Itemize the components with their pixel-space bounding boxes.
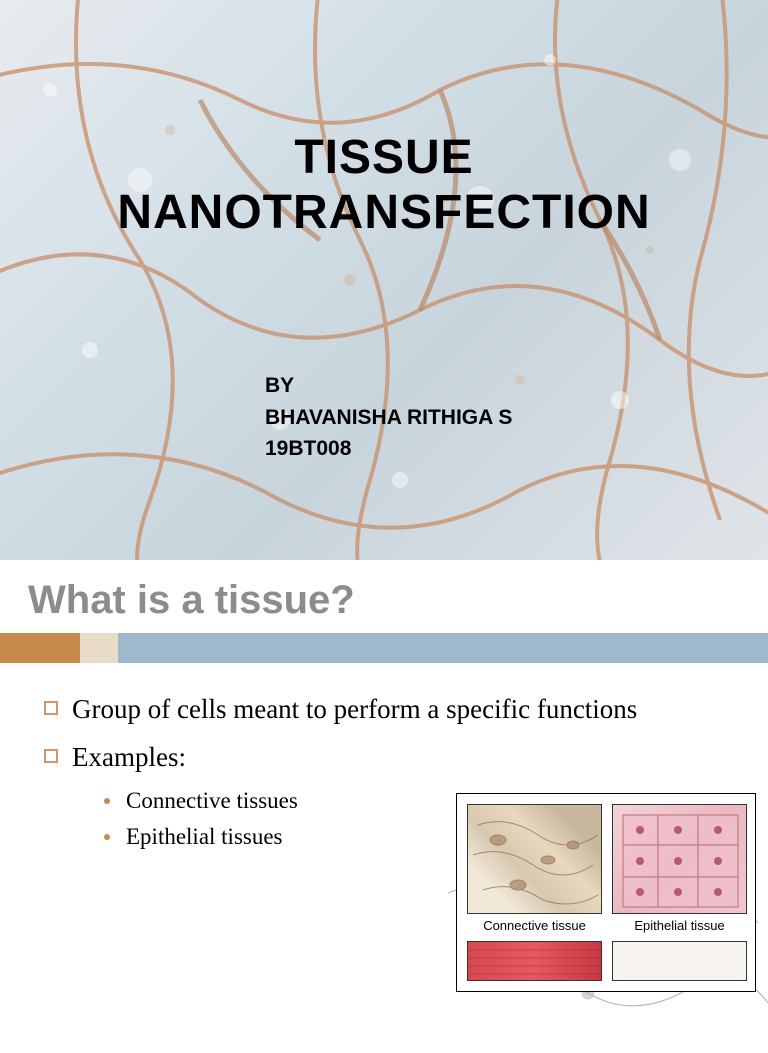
square-bullet-icon [44,749,58,763]
slide-heading: What is a tissue? [0,560,768,633]
grid-caption: Epithelial tissue [612,914,747,941]
grid-cell-muscle [467,941,602,981]
muscle-tissue-image [467,941,602,981]
nervous-tissue-image [612,941,747,981]
author-block: BY BHAVANISHA RITHIGA S 19BT008 [265,370,512,465]
tissue-types-grid: Connective tissue [456,793,756,992]
sub-bullet-text: Epithelial tissues [126,824,283,850]
epithelial-tissue-image [612,804,747,914]
bar-segment-orange [0,633,80,663]
grid-cell-epithelial: Epithelial tissue [612,804,747,941]
grid-row [467,941,745,981]
connective-tissue-image [467,804,602,914]
bar-segment-blue [118,633,768,663]
slide-content: Group of cells meant to perform a specif… [0,663,768,850]
sub-bullet-text: Connective tissues [126,788,298,814]
dot-bullet-icon [104,834,110,840]
presentation-title: TISSUE NANOTRANSFECTION [0,130,768,240]
bullet-text: Examples: [72,739,186,775]
grid-cell-connective: Connective tissue [467,804,602,941]
author-id: 19BT008 [265,433,512,465]
grid-cell-nervous [612,941,747,981]
title-slide: TISSUE NANOTRANSFECTION BY BHAVANISHA RI… [0,0,768,560]
by-label: BY [265,370,512,402]
square-bullet-icon [44,701,58,715]
bullet-item: Examples: [44,739,748,775]
title-line-1: TISSUE [0,130,768,185]
bullet-item: Group of cells meant to perform a specif… [44,691,748,727]
content-slide: What is a tissue? Group of cells meant t… [0,560,768,850]
title-line-2: NANOTRANSFECTION [0,185,768,240]
bar-segment-tan [80,633,118,663]
bullet-text: Group of cells meant to perform a specif… [72,691,637,727]
grid-caption: Connective tissue [467,914,602,941]
grid-row: Connective tissue [467,804,745,941]
author-name: BHAVANISHA RITHIGA S [265,402,512,434]
cell-background-image [0,0,768,560]
dot-bullet-icon [104,798,110,804]
accent-bar [0,633,768,663]
